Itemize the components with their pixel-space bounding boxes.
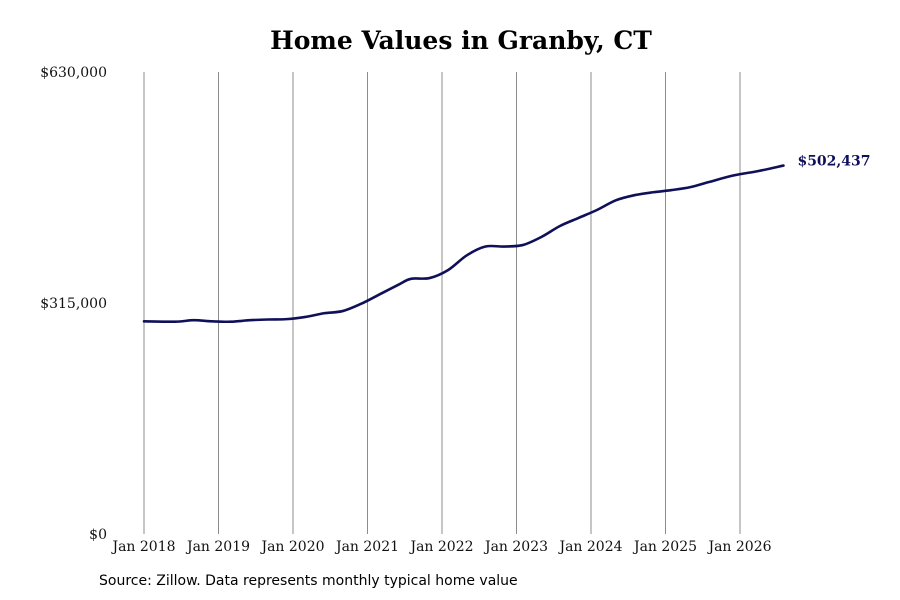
x-tick-label: Jan 2021 <box>334 539 399 555</box>
series-layer <box>142 164 785 324</box>
x-tick-label: Jan 2019 <box>185 539 250 555</box>
x-tick-label: Jan 2020 <box>259 539 324 555</box>
x-tick-label: Jan 2023 <box>483 539 548 555</box>
y-axis-ticks: $0 $315,000 $630,000 <box>40 65 107 543</box>
x-tick-label: Jan 2025 <box>632 539 697 555</box>
end-label-layer: $502,437 <box>797 154 870 170</box>
y-tick-label: $315,000 <box>40 296 107 312</box>
chart-title: Home Values in Granby, CT <box>270 26 652 55</box>
x-tick-label: Jan 2018 <box>110 539 175 555</box>
gridlines <box>143 72 741 534</box>
x-tick-label: Jan 2026 <box>706 539 771 555</box>
y-tick-label: $0 <box>89 527 107 543</box>
source-note: Source: Zillow. Data represents monthly … <box>99 573 518 589</box>
x-tick-label: Jan 2024 <box>557 539 622 555</box>
x-tick-label: Jan 2022 <box>408 539 473 555</box>
y-tick-label: $630,000 <box>40 65 107 81</box>
series-line-0 <box>142 164 785 324</box>
end-value-label: $502,437 <box>797 154 870 170</box>
x-axis-ticks: Jan 2018 Jan 2019 Jan 2020 Jan 2021 Jan 2022… <box>110 539 771 555</box>
